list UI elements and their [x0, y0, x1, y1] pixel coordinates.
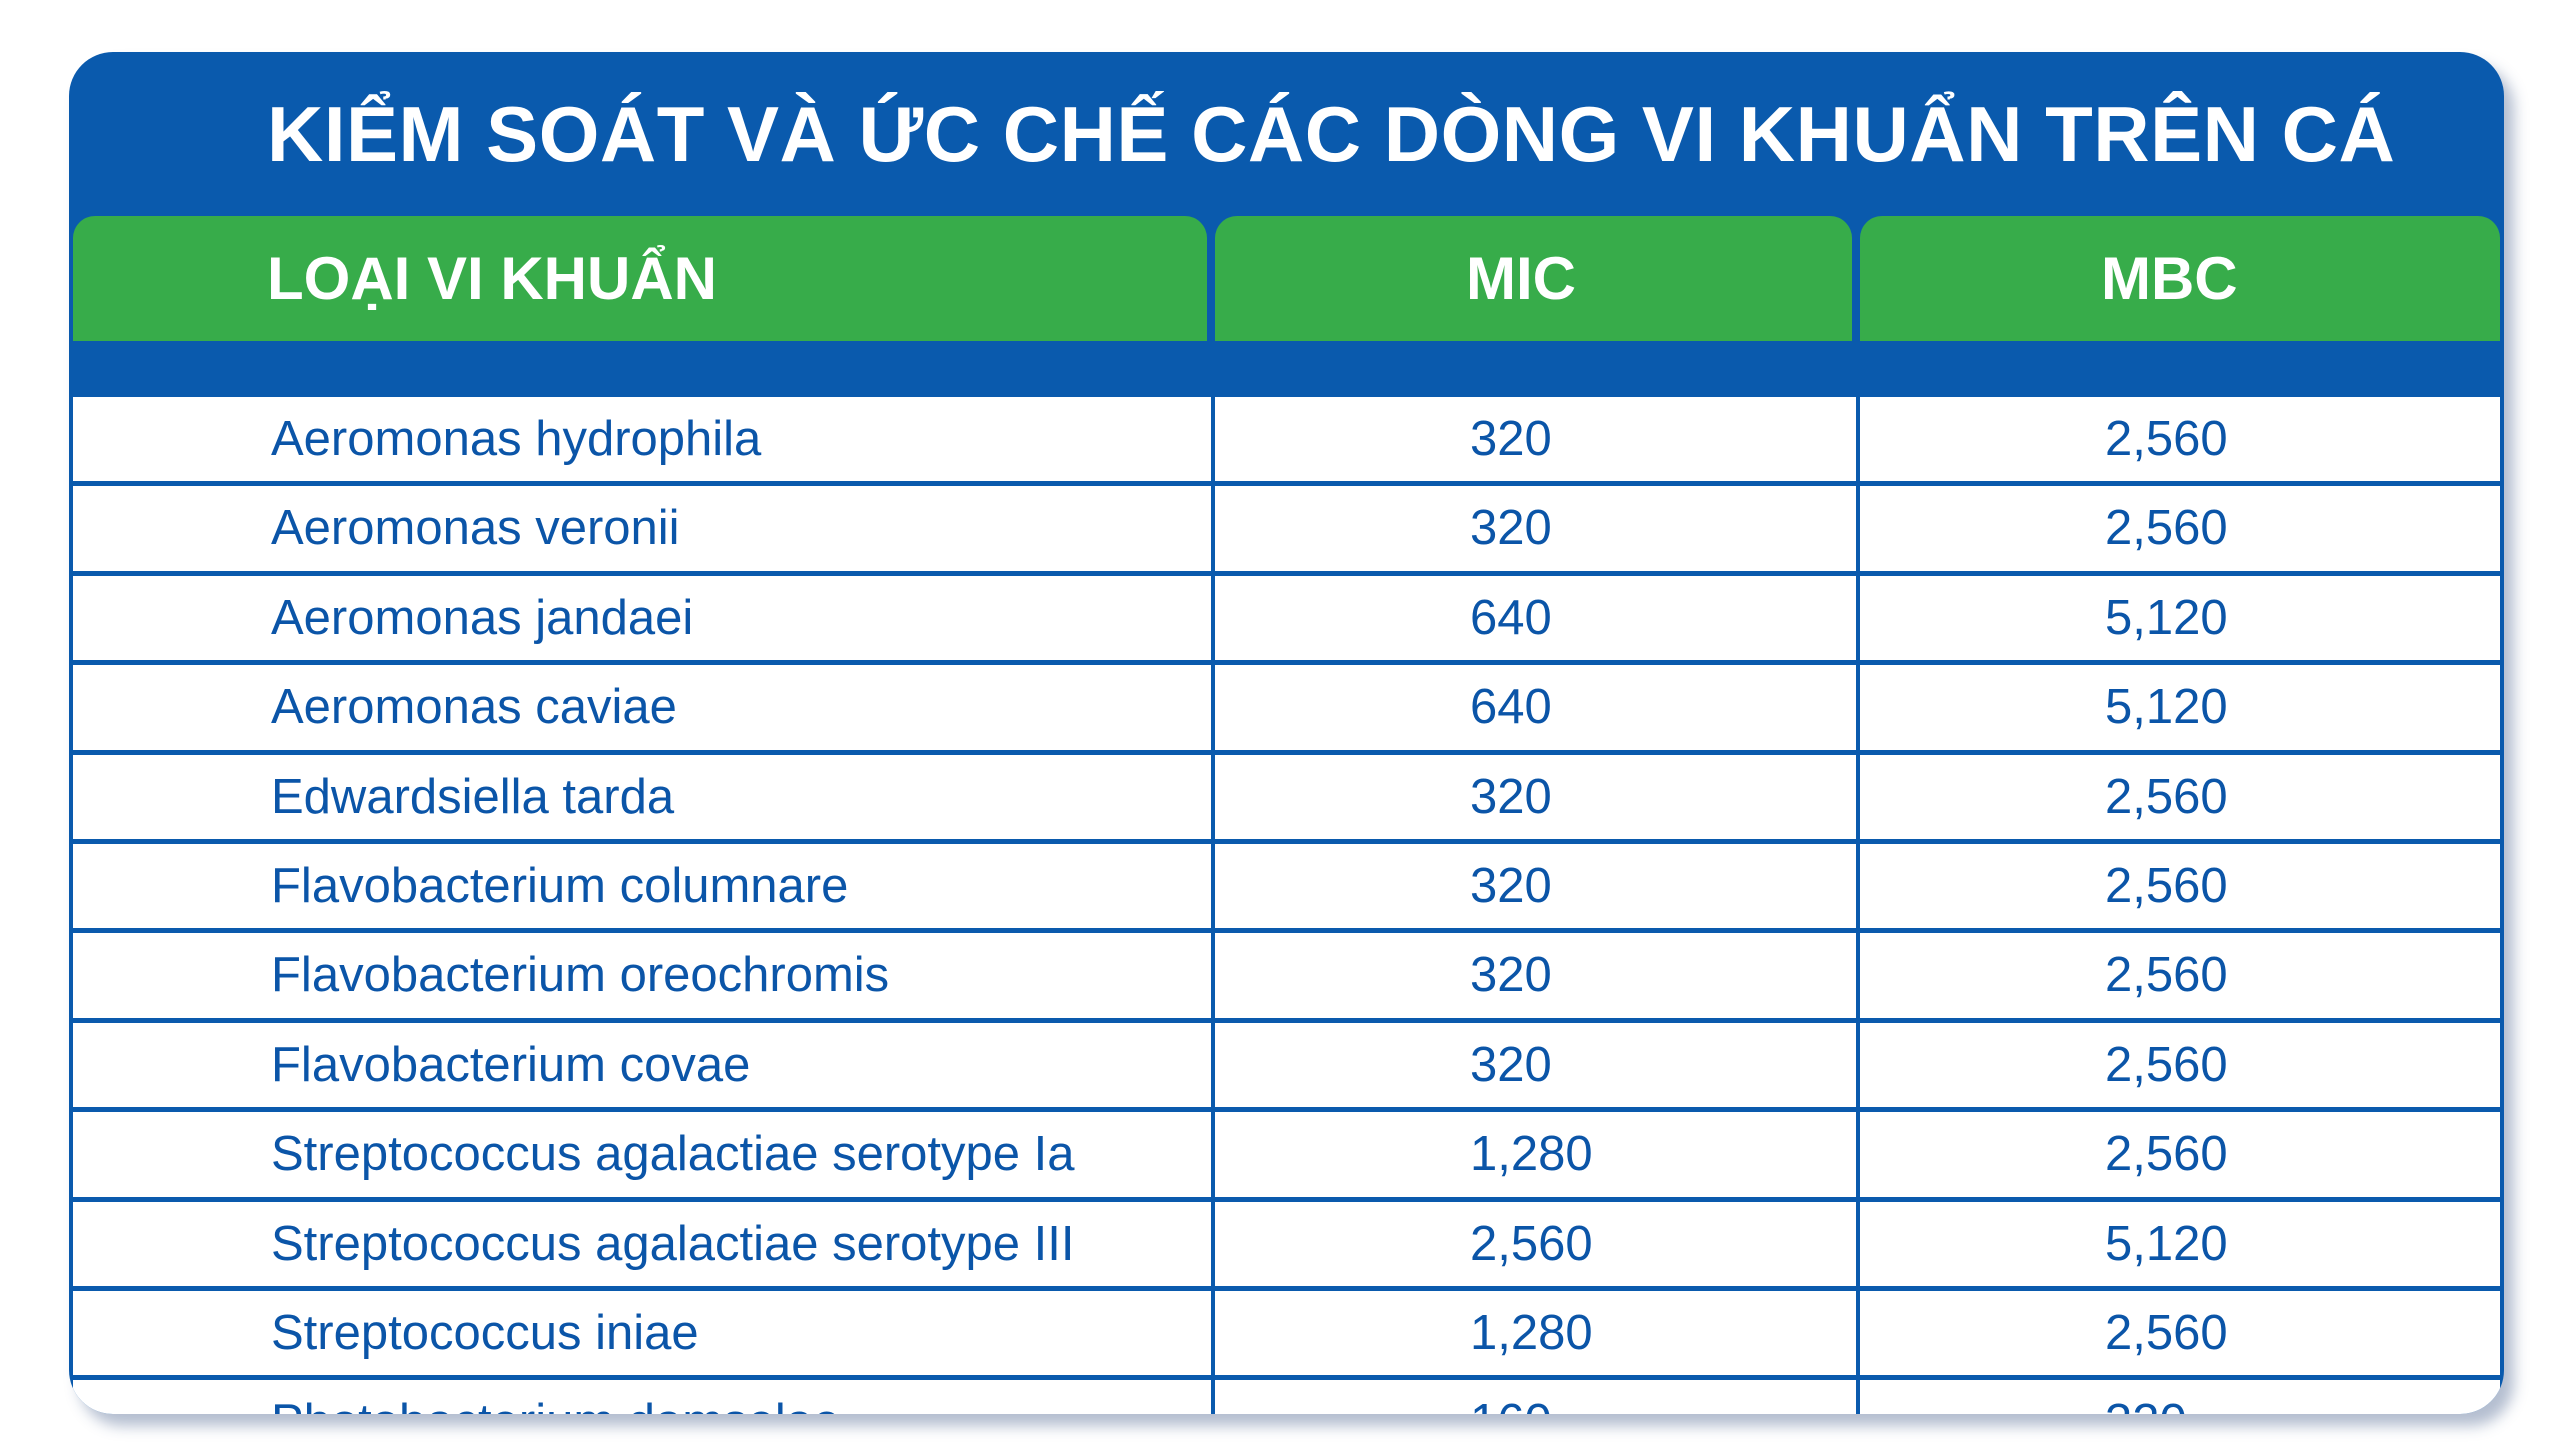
column-divider — [1211, 1380, 1215, 1414]
table-row: Edwardsiella tarda 320 2,560 — [73, 754, 2500, 839]
mbc-value: 2,560 — [2105, 412, 2228, 466]
bacteria-name: Photobacterium damselae — [271, 1380, 840, 1414]
bacteria-name: Flavobacterium oreochromis — [271, 948, 890, 1003]
bacteria-name: Streptococcus iniae — [271, 1306, 699, 1360]
column-divider — [1856, 1201, 1860, 1286]
column-header-mic: MIC — [1215, 216, 1852, 341]
mbc-value: 5,120 — [2105, 680, 2228, 735]
mbc-value: 320 — [2105, 1380, 2187, 1414]
mic-value: 1,280 — [1470, 1306, 1593, 1360]
mbc-value: 2,560 — [2105, 1127, 2228, 1182]
mic-value: 640 — [1470, 590, 1552, 645]
column-divider — [1856, 665, 1860, 750]
bacteria-name: Aeromonas jandaei — [271, 590, 694, 645]
column-divider — [1211, 933, 1215, 1018]
mbc-value: 2,560 — [2105, 948, 2228, 1003]
mic-value: 320 — [1470, 501, 1552, 556]
column-divider — [1211, 844, 1215, 929]
bacteria-name: Aeromonas caviae — [271, 680, 677, 735]
mic-value: 1,280 — [1470, 1127, 1593, 1182]
bacteria-table-card: KIỂM SOÁT VÀ ỨC CHẾ CÁC DÒNG VI KHUẨN TR… — [69, 52, 2504, 1414]
table-row: Streptococcus iniae 1,280 2,560 — [73, 1291, 2500, 1376]
column-divider — [1856, 486, 1860, 571]
column-divider — [1856, 1291, 1860, 1376]
mic-value: 160 — [1470, 1380, 1552, 1414]
mic-value: 2,560 — [1470, 1216, 1593, 1271]
table-row: Aeromonas hydrophila 320 2,560 — [73, 397, 2500, 482]
bacteria-name: Streptococcus agalactiae serotype Ia — [271, 1127, 1075, 1182]
column-divider — [1211, 397, 1215, 482]
table-row: Flavobacterium oreochromis 320 2,560 — [73, 933, 2500, 1018]
column-divider — [1211, 1201, 1215, 1286]
column-divider — [1211, 1022, 1215, 1108]
bacteria-name: Aeromonas veronii — [271, 501, 680, 556]
column-header-mbc: MBC — [1860, 216, 2500, 341]
mbc-value: 5,120 — [2105, 1216, 2228, 1271]
mic-value: 320 — [1470, 859, 1552, 913]
table-row: Aeromonas veronii 320 2,560 — [73, 486, 2500, 571]
mbc-value: 2,560 — [2105, 769, 2228, 824]
column-divider — [1856, 754, 1860, 839]
column-divider — [1856, 844, 1860, 929]
mic-value: 320 — [1470, 769, 1552, 824]
bacteria-name: Flavobacterium covae — [271, 1037, 751, 1092]
table-title: KIỂM SOÁT VÀ ỨC CHẾ CÁC DÒNG VI KHUẨN TR… — [267, 90, 2396, 178]
mic-value: 320 — [1470, 1037, 1552, 1092]
column-divider — [1856, 575, 1860, 661]
column-divider — [1211, 1291, 1215, 1376]
column-divider — [1856, 1022, 1860, 1108]
table-row: Flavobacterium covae 320 2,560 — [73, 1022, 2500, 1108]
mbc-value: 2,560 — [2105, 501, 2228, 556]
mbc-value: 2,560 — [2105, 859, 2228, 913]
column-divider — [1211, 575, 1215, 661]
column-header-bacteria: LOẠI VI KHUẨN — [73, 216, 1207, 341]
bacteria-name: Flavobacterium columnare — [271, 859, 849, 913]
column-divider — [1856, 1112, 1860, 1197]
column-divider — [1211, 665, 1215, 750]
column-divider — [1856, 1380, 1860, 1414]
table-row: Flavobacterium columnare 320 2,560 — [73, 844, 2500, 929]
mic-value: 640 — [1470, 680, 1552, 735]
bacteria-name: Edwardsiella tarda — [271, 769, 675, 824]
table-row: Aeromonas caviae 640 5,120 — [73, 665, 2500, 750]
mbc-value: 5,120 — [2105, 590, 2228, 645]
table-row: Aeromonas jandaei 640 5,120 — [73, 575, 2500, 661]
mic-value: 320 — [1470, 412, 1552, 466]
column-divider — [1856, 933, 1860, 1018]
mbc-value: 2,560 — [2105, 1306, 2228, 1360]
bacteria-name: Aeromonas hydrophila — [271, 412, 762, 466]
bacteria-name: Streptococcus agalactiae serotype III — [271, 1216, 1075, 1271]
column-divider — [1211, 1112, 1215, 1197]
table-row: Photobacterium damselae 160 320 — [73, 1380, 2500, 1414]
table-row: Streptococcus agalactiae serotype III 2,5… — [73, 1201, 2500, 1286]
mic-value: 320 — [1470, 948, 1552, 1003]
column-divider — [1211, 754, 1215, 839]
mbc-value: 2,560 — [2105, 1037, 2228, 1092]
column-divider — [1211, 486, 1215, 571]
table-row: Streptococcus agalactiae serotype Ia 1,28… — [73, 1112, 2500, 1197]
column-divider — [1856, 397, 1860, 482]
